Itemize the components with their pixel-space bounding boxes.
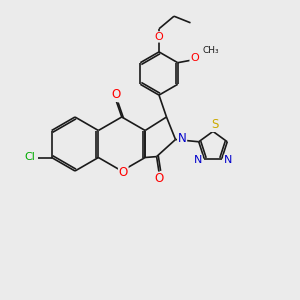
Text: O: O: [118, 166, 128, 179]
Text: N: N: [178, 132, 187, 146]
Text: O: O: [154, 172, 164, 185]
Text: S: S: [211, 118, 218, 131]
Text: O: O: [112, 88, 121, 101]
Text: Cl: Cl: [25, 152, 35, 163]
Text: N: N: [194, 155, 202, 165]
Text: N: N: [224, 155, 232, 165]
Text: O: O: [154, 32, 164, 42]
Text: CH₃: CH₃: [202, 46, 219, 55]
Text: O: O: [190, 53, 199, 63]
